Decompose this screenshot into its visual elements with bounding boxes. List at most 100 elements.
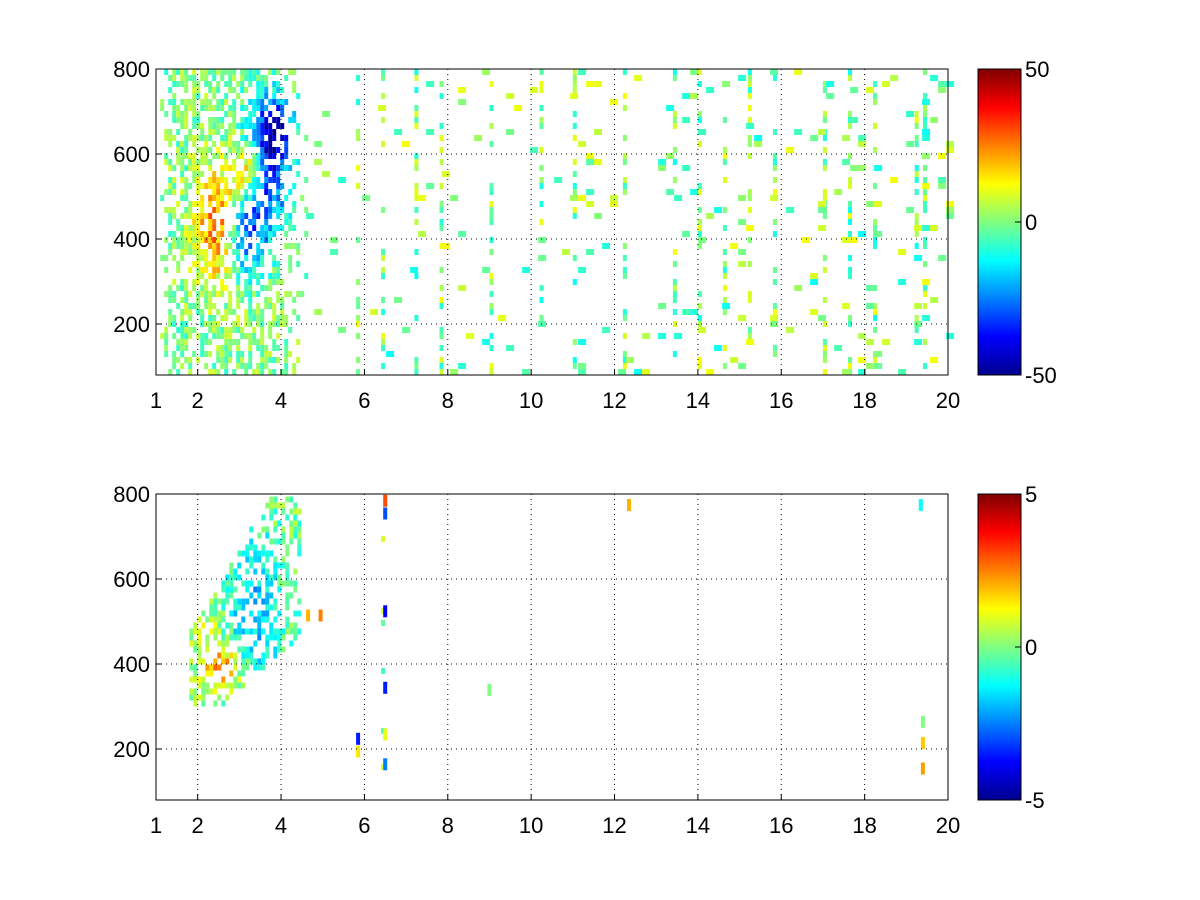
- heatmap-cell: [221, 676, 226, 683]
- heatmap-cell: [794, 285, 803, 291]
- heatmap-cell: [594, 81, 603, 87]
- heatmap-cell: [237, 682, 242, 689]
- heatmap-cell: [285, 598, 290, 605]
- heatmap-cell: [200, 345, 205, 351]
- heatmap-cell: [188, 369, 193, 375]
- heatmap-cell: [192, 177, 197, 183]
- heatmap-cell: [439, 159, 444, 165]
- heatmap-cell: [858, 357, 867, 363]
- heatmap-cell: [245, 658, 250, 665]
- heatmap-cell: [240, 75, 245, 81]
- heatmap-cell: [168, 243, 173, 249]
- heatmap-cell: [539, 81, 544, 87]
- heatmap-cell: [265, 526, 270, 533]
- heatmap-cell: [192, 285, 197, 291]
- heatmap-cell: [172, 255, 177, 261]
- heatmap-cell: [176, 117, 181, 123]
- heatmap-cell: [192, 81, 197, 87]
- heatmap-cell: [276, 225, 281, 231]
- heatmap-cell: [225, 622, 230, 629]
- heatmap-cell: [276, 105, 281, 111]
- heatmap-cell: [164, 333, 169, 339]
- heatmap-cell: [273, 520, 278, 527]
- heatmap-cell: [249, 646, 254, 653]
- heatmap-cell: [201, 700, 206, 707]
- heatmap-cell: [822, 357, 827, 363]
- heatmap-cell: [228, 141, 233, 147]
- heatmap-cell: [842, 159, 851, 165]
- heatmap-cell: [180, 243, 185, 249]
- heatmap-cell: [738, 315, 747, 321]
- heatmap-cell: [489, 237, 494, 243]
- heatmap-cell: [209, 598, 214, 605]
- heatmap-cell: [772, 267, 777, 273]
- heatmap-cell: [228, 357, 233, 363]
- heatmap-cell: [822, 369, 827, 375]
- heatmap-cell: [176, 159, 181, 165]
- heatmap-cell: [848, 183, 852, 189]
- heatmap-cell: [184, 243, 189, 249]
- heatmap-cell: [276, 177, 281, 183]
- heatmap-cell: [176, 357, 181, 363]
- heatmap-cell: [216, 321, 221, 327]
- heatmap-cell: [228, 81, 233, 87]
- heatmap-cell: [618, 369, 627, 375]
- heatmap-cell: [810, 273, 819, 279]
- heatmap-cell: [330, 237, 339, 243]
- heatmap-cell: [241, 604, 246, 611]
- heatmap-cell: [938, 81, 947, 87]
- heatmap-cell: [257, 580, 262, 587]
- heatmap-cell: [196, 255, 201, 261]
- heatmap-cell: [224, 111, 229, 117]
- heatmap-cell: [216, 255, 221, 261]
- heatmap-cell: [288, 327, 293, 333]
- heatmap-cell: [272, 195, 277, 201]
- bottom-colorbar: 50-5: [977, 482, 1045, 813]
- heatmap-cell: [256, 153, 261, 159]
- heatmap-cell: [212, 315, 217, 321]
- heatmap-cell: [622, 93, 627, 99]
- heatmap-cell: [221, 616, 226, 623]
- heatmap-cell: [276, 123, 281, 129]
- heatmap-cell: [212, 171, 217, 177]
- heatmap-cell: [572, 189, 577, 195]
- heatmap-cell: [237, 676, 242, 683]
- heatmap-cell: [822, 255, 827, 261]
- heatmap-cell: [383, 494, 388, 507]
- heatmap-cell: [414, 165, 419, 171]
- heatmap-cell: [264, 351, 269, 357]
- heatmap-cell: [285, 604, 290, 611]
- x-tick-label: 4: [275, 388, 287, 413]
- heatmap-cell: [414, 111, 419, 117]
- heatmap-cell: [914, 255, 923, 261]
- heatmap-cell: [822, 147, 827, 153]
- heatmap-cell: [873, 93, 877, 99]
- heatmap-cell: [228, 195, 233, 201]
- heatmap-cell: [229, 688, 234, 695]
- heatmap-cell: [225, 580, 230, 587]
- heatmap-cell: [697, 243, 702, 249]
- heatmap-cell: [873, 357, 877, 363]
- heatmap-cell: [204, 147, 209, 153]
- heatmap-cell: [260, 99, 265, 105]
- heatmap-cell: [276, 213, 281, 219]
- heatmap-cell: [256, 255, 261, 261]
- heatmap-cell: [272, 255, 277, 261]
- heatmap-cell: [200, 213, 205, 219]
- heatmap-cell: [236, 81, 241, 87]
- heatmap-cell: [923, 117, 927, 123]
- heatmap-cell: [180, 351, 185, 357]
- heatmap-cell: [236, 321, 241, 327]
- heatmap-cell: [184, 189, 189, 195]
- heatmap-cell: [197, 694, 202, 701]
- heatmap-cell: [257, 532, 262, 539]
- heatmap-cell: [268, 321, 273, 327]
- heatmap-cell: [204, 153, 209, 159]
- heatmap-cell: [168, 129, 173, 135]
- heatmap-cell: [216, 273, 221, 279]
- heatmap-cell: [220, 99, 225, 105]
- heatmap-cell: [180, 321, 185, 327]
- heatmap-cell: [284, 243, 289, 249]
- heatmap-cell: [192, 117, 197, 123]
- heatmap-cell: [356, 321, 361, 327]
